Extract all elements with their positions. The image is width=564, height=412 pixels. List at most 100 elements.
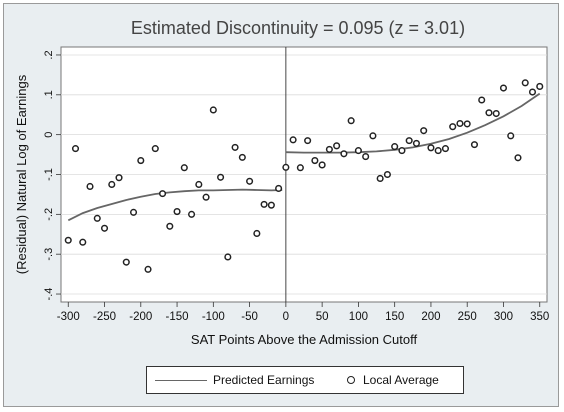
y-axis: .2 .1 0 -.1 -.2 -.3 -.4: [43, 50, 61, 300]
chart-svg: -300 -250 -200 -150 -100 -50 0 50 100 150 200 250 30…: [14, 18, 549, 347]
local-average-point: [100, 224, 109, 232]
local-average-point: [311, 157, 319, 165]
local-average-point: [478, 96, 486, 104]
local-average-point: [521, 79, 529, 87]
y-tick-label: 0: [43, 132, 55, 138]
local-average-point: [275, 184, 283, 192]
local-average-point: [217, 173, 225, 181]
local-average-point: [420, 127, 428, 135]
x-tick-label: 50: [316, 311, 329, 323]
local-average-point: [202, 193, 210, 201]
chart-frame: -300 -250 -200 -150 -100 -50 0 50 100 150 200 250 30…: [3, 3, 559, 407]
local-average-point: [267, 201, 275, 209]
local-average-point: [376, 174, 384, 183]
local-average-point: [499, 84, 508, 92]
local-average-point: [144, 265, 152, 273]
local-average-point: [71, 145, 80, 153]
local-average-point: [528, 88, 537, 96]
x-tick-label: -300: [57, 311, 80, 323]
x-axis-label: SAT Points Above the Admission Cutoff: [191, 332, 418, 347]
local-average-point: [79, 238, 87, 246]
x-tick-label: -50: [241, 311, 258, 323]
local-average-point: [296, 164, 304, 172]
predicted-earnings-line: [67, 188, 283, 222]
x-tick-label: 0: [283, 311, 289, 323]
predicted-earnings-legend-line: [155, 380, 207, 381]
local-average-point: [209, 106, 217, 114]
local-average-point: [129, 208, 138, 216]
local-average-point: [354, 147, 362, 155]
local-average-point: [434, 147, 442, 155]
x-tick-label: 100: [349, 311, 368, 323]
local-average-point: [325, 145, 333, 153]
local-average-point: [412, 139, 420, 147]
local-average-point: [180, 164, 188, 172]
local-average-point: [289, 136, 297, 144]
local-average-point: [224, 253, 232, 261]
x-tick-label: 350: [530, 311, 549, 323]
local-average-point: [427, 144, 435, 152]
local-average-point: [188, 210, 196, 218]
local-average-point: [369, 132, 377, 140]
x-tick-label: -250: [93, 311, 116, 323]
local-average-point: [441, 145, 449, 153]
local-average-point: [405, 137, 413, 145]
local-average-point: [159, 190, 167, 198]
local-average-point: [340, 150, 348, 158]
local-average-point: [282, 163, 290, 171]
local-average-point: [173, 208, 181, 216]
local-average-point: [137, 157, 145, 165]
x-tick-label: 300: [494, 311, 513, 323]
local-average-point: [449, 123, 457, 131]
local-average-point: [253, 229, 261, 238]
x-tick-label: -200: [129, 311, 152, 323]
y-tick-label: -.2: [43, 208, 55, 221]
local-average-point: [122, 258, 130, 266]
local-average-point: [115, 174, 123, 182]
y-tick-label: -.3: [43, 248, 55, 261]
local-average-point: [362, 153, 370, 161]
local-average-points: [64, 79, 544, 273]
y-axis-label: (Residual) Natural Log of Earnings: [14, 74, 29, 274]
local-average-point: [514, 154, 522, 162]
x-tick-label: -150: [166, 311, 189, 323]
local-average-point: [260, 200, 268, 208]
local-average-point: [383, 170, 391, 179]
x-tick-label: 200: [421, 311, 440, 323]
local-average-point: [463, 120, 471, 128]
x-tick-label: 150: [385, 311, 404, 323]
local-average-point: [318, 161, 326, 169]
legend-label-predicted-earnings: Predicted Earnings: [213, 373, 315, 387]
local-average-point: [304, 137, 312, 145]
legend: Predicted Earnings Local Average: [146, 366, 464, 394]
local-average-legend-marker: [347, 376, 355, 384]
local-average-point: [485, 109, 493, 117]
local-average-point: [166, 222, 174, 230]
y-tick-label: .2: [43, 50, 55, 59]
legend-label-local-average: Local Average: [363, 373, 439, 387]
local-average-point: [151, 145, 159, 153]
local-average-point: [86, 182, 94, 191]
x-axis: -300 -250 -200 -150 -100 -50 0 50 100 150 200 250 30…: [57, 302, 549, 323]
local-average-point: [108, 180, 116, 189]
x-tick-label: -100: [202, 311, 225, 323]
local-average-point: [470, 141, 479, 149]
x-tick-label: 250: [458, 311, 477, 323]
y-tick-label: -.4: [43, 288, 55, 301]
local-average-point: [93, 214, 101, 222]
local-average-point: [347, 117, 355, 125]
local-average-point: [536, 82, 544, 90]
local-average-point: [333, 142, 341, 150]
y-tick-label: .1: [43, 90, 55, 99]
grid-lines: [61, 54, 547, 295]
chart-title: Estimated Discontinuity = 0.095 (z = 3.0…: [131, 18, 465, 38]
local-average-point: [246, 177, 254, 185]
local-average-point: [456, 119, 464, 128]
local-average-point: [64, 236, 72, 244]
local-average-point: [398, 147, 406, 155]
local-average-point: [231, 143, 239, 151]
local-average-point: [238, 153, 246, 161]
local-average-point: [492, 109, 500, 118]
y-tick-label: -.1: [43, 168, 55, 181]
local-average-point: [195, 180, 203, 189]
